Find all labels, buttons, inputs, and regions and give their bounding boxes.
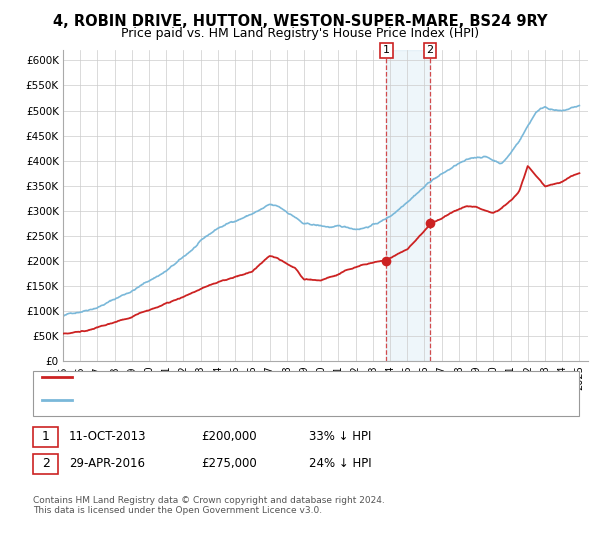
Text: 11-OCT-2013: 11-OCT-2013 [69, 430, 146, 444]
Text: Contains HM Land Registry data © Crown copyright and database right 2024.
This d: Contains HM Land Registry data © Crown c… [33, 496, 385, 515]
Text: 33% ↓ HPI: 33% ↓ HPI [309, 430, 371, 444]
Text: 1: 1 [383, 45, 390, 55]
Text: 4, ROBIN DRIVE, HUTTON, WESTON-SUPER-MARE, BS24 9RY (detached house): 4, ROBIN DRIVE, HUTTON, WESTON-SUPER-MAR… [78, 372, 505, 382]
Text: 4, ROBIN DRIVE, HUTTON, WESTON-SUPER-MARE, BS24 9RY: 4, ROBIN DRIVE, HUTTON, WESTON-SUPER-MAR… [53, 14, 547, 29]
Text: Price paid vs. HM Land Registry's House Price Index (HPI): Price paid vs. HM Land Registry's House … [121, 27, 479, 40]
Bar [386, 50, 430, 361]
Text: 2: 2 [41, 457, 50, 470]
Text: 24% ↓ HPI: 24% ↓ HPI [309, 457, 371, 470]
Text: £200,000: £200,000 [201, 430, 257, 444]
Text: HPI: Average price, detached house, North Somerset: HPI: Average price, detached house, Nort… [78, 395, 367, 405]
Text: 1: 1 [41, 430, 50, 444]
Text: 2: 2 [427, 45, 434, 55]
Text: £275,000: £275,000 [201, 457, 257, 470]
Text: 29-APR-2016: 29-APR-2016 [69, 457, 145, 470]
